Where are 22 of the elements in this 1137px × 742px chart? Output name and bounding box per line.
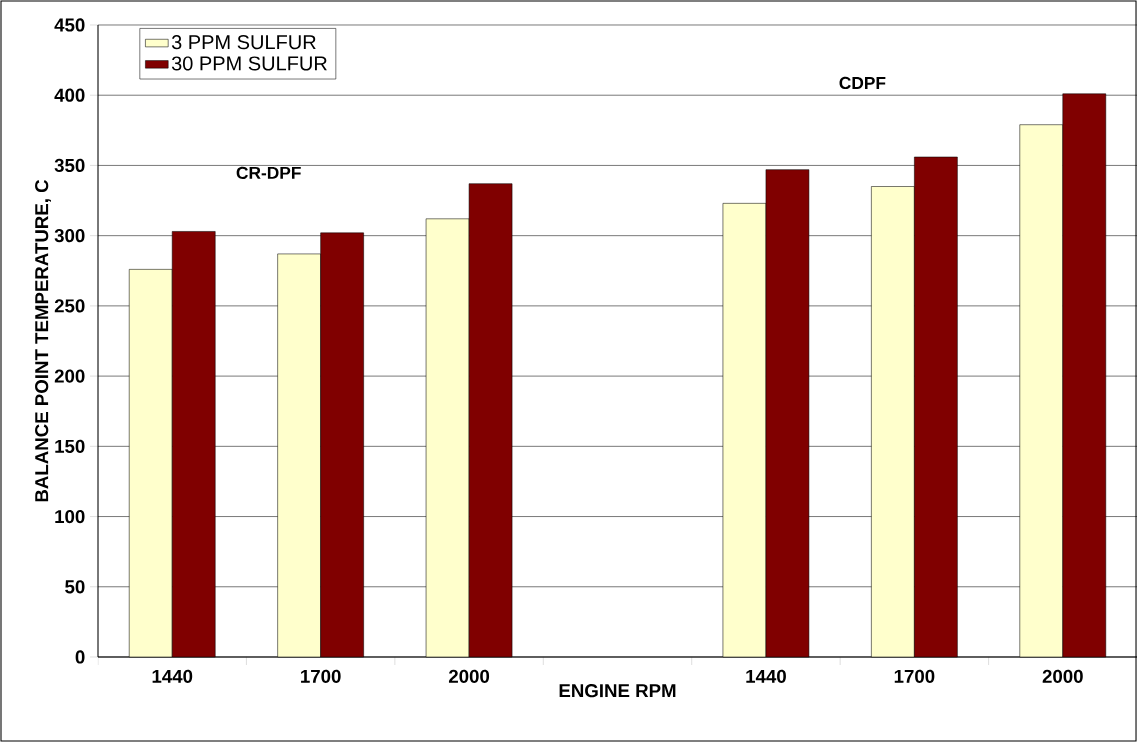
x-tick-label: 1700 (894, 669, 935, 683)
x-tick-label: 2000 (1042, 669, 1083, 683)
y-tick-label: 150 (55, 439, 85, 453)
x-tick-label: 1700 (301, 669, 341, 683)
y-tick-label: 100 (55, 509, 85, 524)
y-tick-label: 300 (54, 229, 85, 243)
y-tick-label: 350 (54, 158, 85, 173)
x-axis-title: ENGINE RPM (559, 684, 676, 698)
x-tick-label: 1440 (746, 669, 786, 683)
y-tick-label: 250 (54, 299, 85, 313)
y-axis-title: BALANCE POINT TEMPERATURE, C (35, 179, 51, 502)
legend-label: 3 PPM SULFUR (171, 35, 316, 50)
annotation: CR-DPF (236, 166, 301, 179)
x-tick-label: 1440 (152, 669, 193, 683)
annotation: CDPF (839, 76, 886, 90)
y-tick-label: 400 (54, 88, 85, 102)
legend-label: 30 PPM SULFUR (171, 56, 327, 71)
y-tick-label: 200 (54, 369, 85, 383)
x-tick-label: 2000 (448, 669, 490, 683)
y-tick-label: 50 (65, 580, 85, 594)
y-tick-label: 0 (75, 650, 85, 664)
y-tick-label: 450 (54, 18, 85, 32)
